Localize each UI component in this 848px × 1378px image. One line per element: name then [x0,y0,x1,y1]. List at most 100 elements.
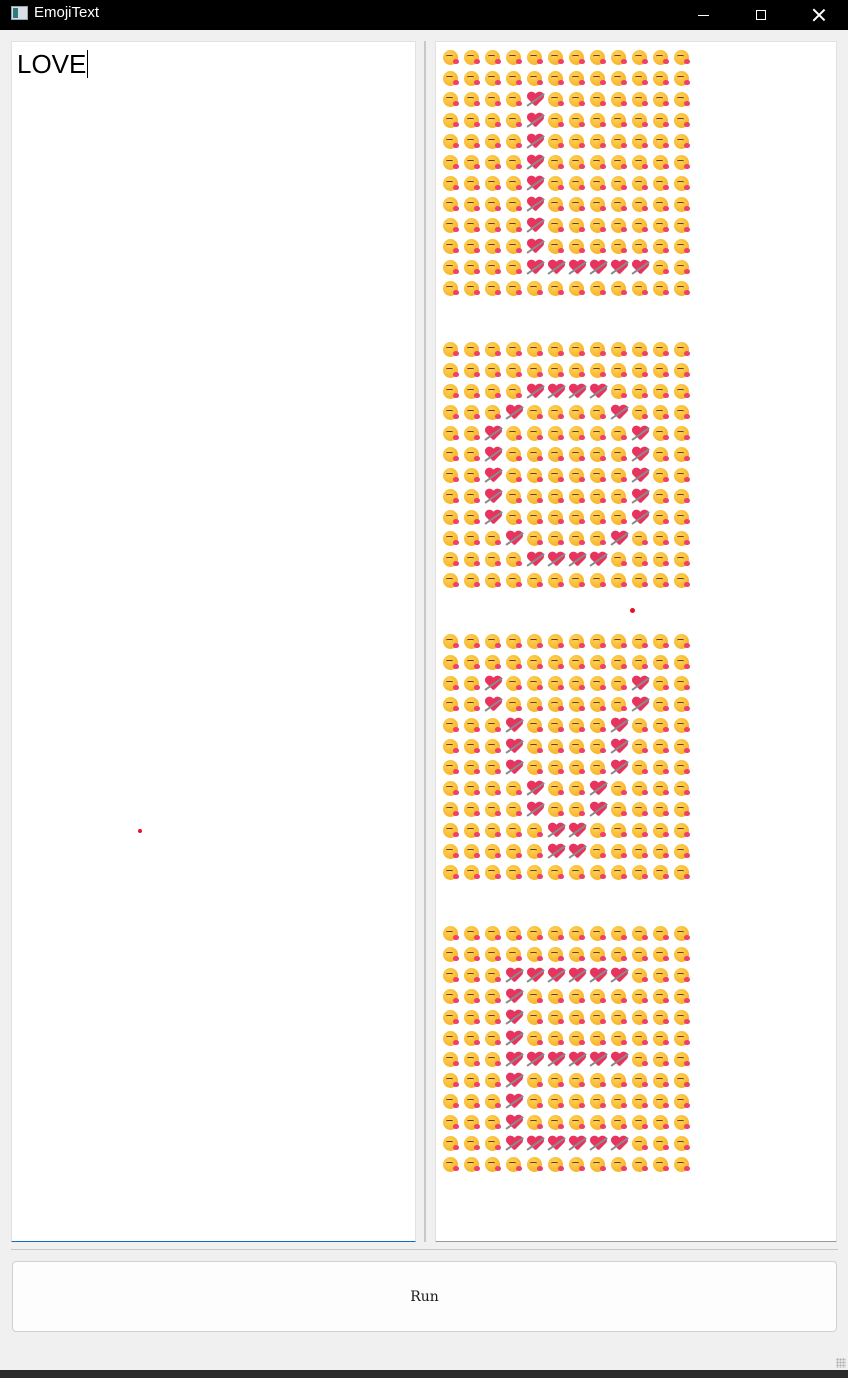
emoji-row [441,1028,693,1049]
kissing-face-icon [651,944,672,965]
kissing-face-icon [462,841,483,862]
kissing-face-icon [672,89,693,110]
emoji-row [441,944,693,965]
kissing-face-icon [588,1028,609,1049]
kissing-face-icon [546,986,567,1007]
emoji-row [441,360,693,381]
kissing-face-icon [651,652,672,673]
emoji-row [441,673,693,694]
kissing-face-icon [462,1049,483,1070]
emoji-row [441,986,693,1007]
kissing-face-icon [525,923,546,944]
kissing-face-icon [630,278,651,299]
kissing-face-icon [567,986,588,1007]
kissing-face-icon [525,631,546,652]
heart-arrow-icon [525,89,546,110]
emoji-block-e [441,923,693,1175]
kissing-face-icon [483,570,504,591]
kissing-face-icon [504,820,525,841]
kissing-face-icon [546,423,567,444]
heart-arrow-icon [483,465,504,486]
kissing-face-icon [567,652,588,673]
kissing-face-icon [567,1028,588,1049]
kissing-face-icon [546,757,567,778]
emoji-row [441,528,693,549]
kissing-face-icon [588,236,609,257]
kissing-face-icon [588,507,609,528]
heart-arrow-icon [483,694,504,715]
kissing-face-icon [651,862,672,883]
heart-arrow-icon [546,257,567,278]
kissing-face-icon [504,381,525,402]
kissing-face-icon [588,194,609,215]
heart-arrow-icon [483,444,504,465]
kissing-face-icon [609,278,630,299]
kissing-face-icon [504,778,525,799]
kissing-face-icon [441,820,462,841]
kissing-face-icon [651,820,672,841]
kissing-face-icon [630,757,651,778]
kissing-face-icon [588,1007,609,1028]
kissing-face-icon [441,528,462,549]
kissing-face-icon [462,423,483,444]
heart-arrow-icon [546,1133,567,1154]
kissing-face-icon [609,360,630,381]
heart-arrow-icon [546,965,567,986]
input-text-line[interactable]: LOVE [17,48,89,80]
kissing-face-icon [672,673,693,694]
text-input-editor[interactable]: LOVE [11,41,416,1242]
window-title: EmojiText [34,4,100,21]
pane-splitter-handle[interactable] [424,41,426,1242]
kissing-face-icon [441,841,462,862]
emoji-row [441,923,693,944]
kissing-face-icon [567,236,588,257]
kissing-face-icon [462,110,483,131]
kissing-face-icon [609,1007,630,1028]
heart-arrow-icon [588,257,609,278]
kissing-face-icon [462,549,483,570]
run-button[interactable]: Run [12,1261,837,1332]
kissing-face-icon [483,278,504,299]
kissing-face-icon [504,278,525,299]
minimize-button[interactable] [674,0,732,30]
kissing-face-icon [504,1154,525,1175]
kissing-face-icon [483,1091,504,1112]
kissing-face-icon [672,236,693,257]
resize-grip-icon[interactable] [836,1358,846,1368]
kissing-face-icon [588,360,609,381]
kissing-face-icon [588,339,609,360]
kissing-face-icon [441,549,462,570]
kissing-face-icon [630,68,651,89]
kissing-face-icon [483,1028,504,1049]
kissing-face-icon [609,423,630,444]
kissing-face-icon [462,465,483,486]
heart-arrow-icon [567,381,588,402]
heart-arrow-icon [525,778,546,799]
kissing-face-icon [651,381,672,402]
heart-arrow-icon [609,757,630,778]
heart-arrow-icon [609,715,630,736]
kissing-face-icon [651,715,672,736]
heart-arrow-icon [567,1133,588,1154]
kissing-face-icon [525,339,546,360]
kissing-face-icon [651,923,672,944]
kissing-face-icon [567,465,588,486]
kissing-face-icon [525,694,546,715]
heart-arrow-icon [504,1070,525,1091]
heart-arrow-icon [483,486,504,507]
kissing-face-icon [588,465,609,486]
kissing-face-icon [567,944,588,965]
emoji-row [441,799,693,820]
kissing-face-icon [525,820,546,841]
close-button[interactable] [790,0,848,30]
emoji-row [441,465,693,486]
kissing-face-icon [567,152,588,173]
kissing-face-icon [567,631,588,652]
kissing-face-icon [609,215,630,236]
kissing-face-icon [672,862,693,883]
kissing-face-icon [525,1007,546,1028]
kissing-face-icon [483,215,504,236]
emoji-output-view[interactable] [435,41,837,1242]
kissing-face-icon [525,68,546,89]
maximize-button[interactable] [732,0,790,30]
